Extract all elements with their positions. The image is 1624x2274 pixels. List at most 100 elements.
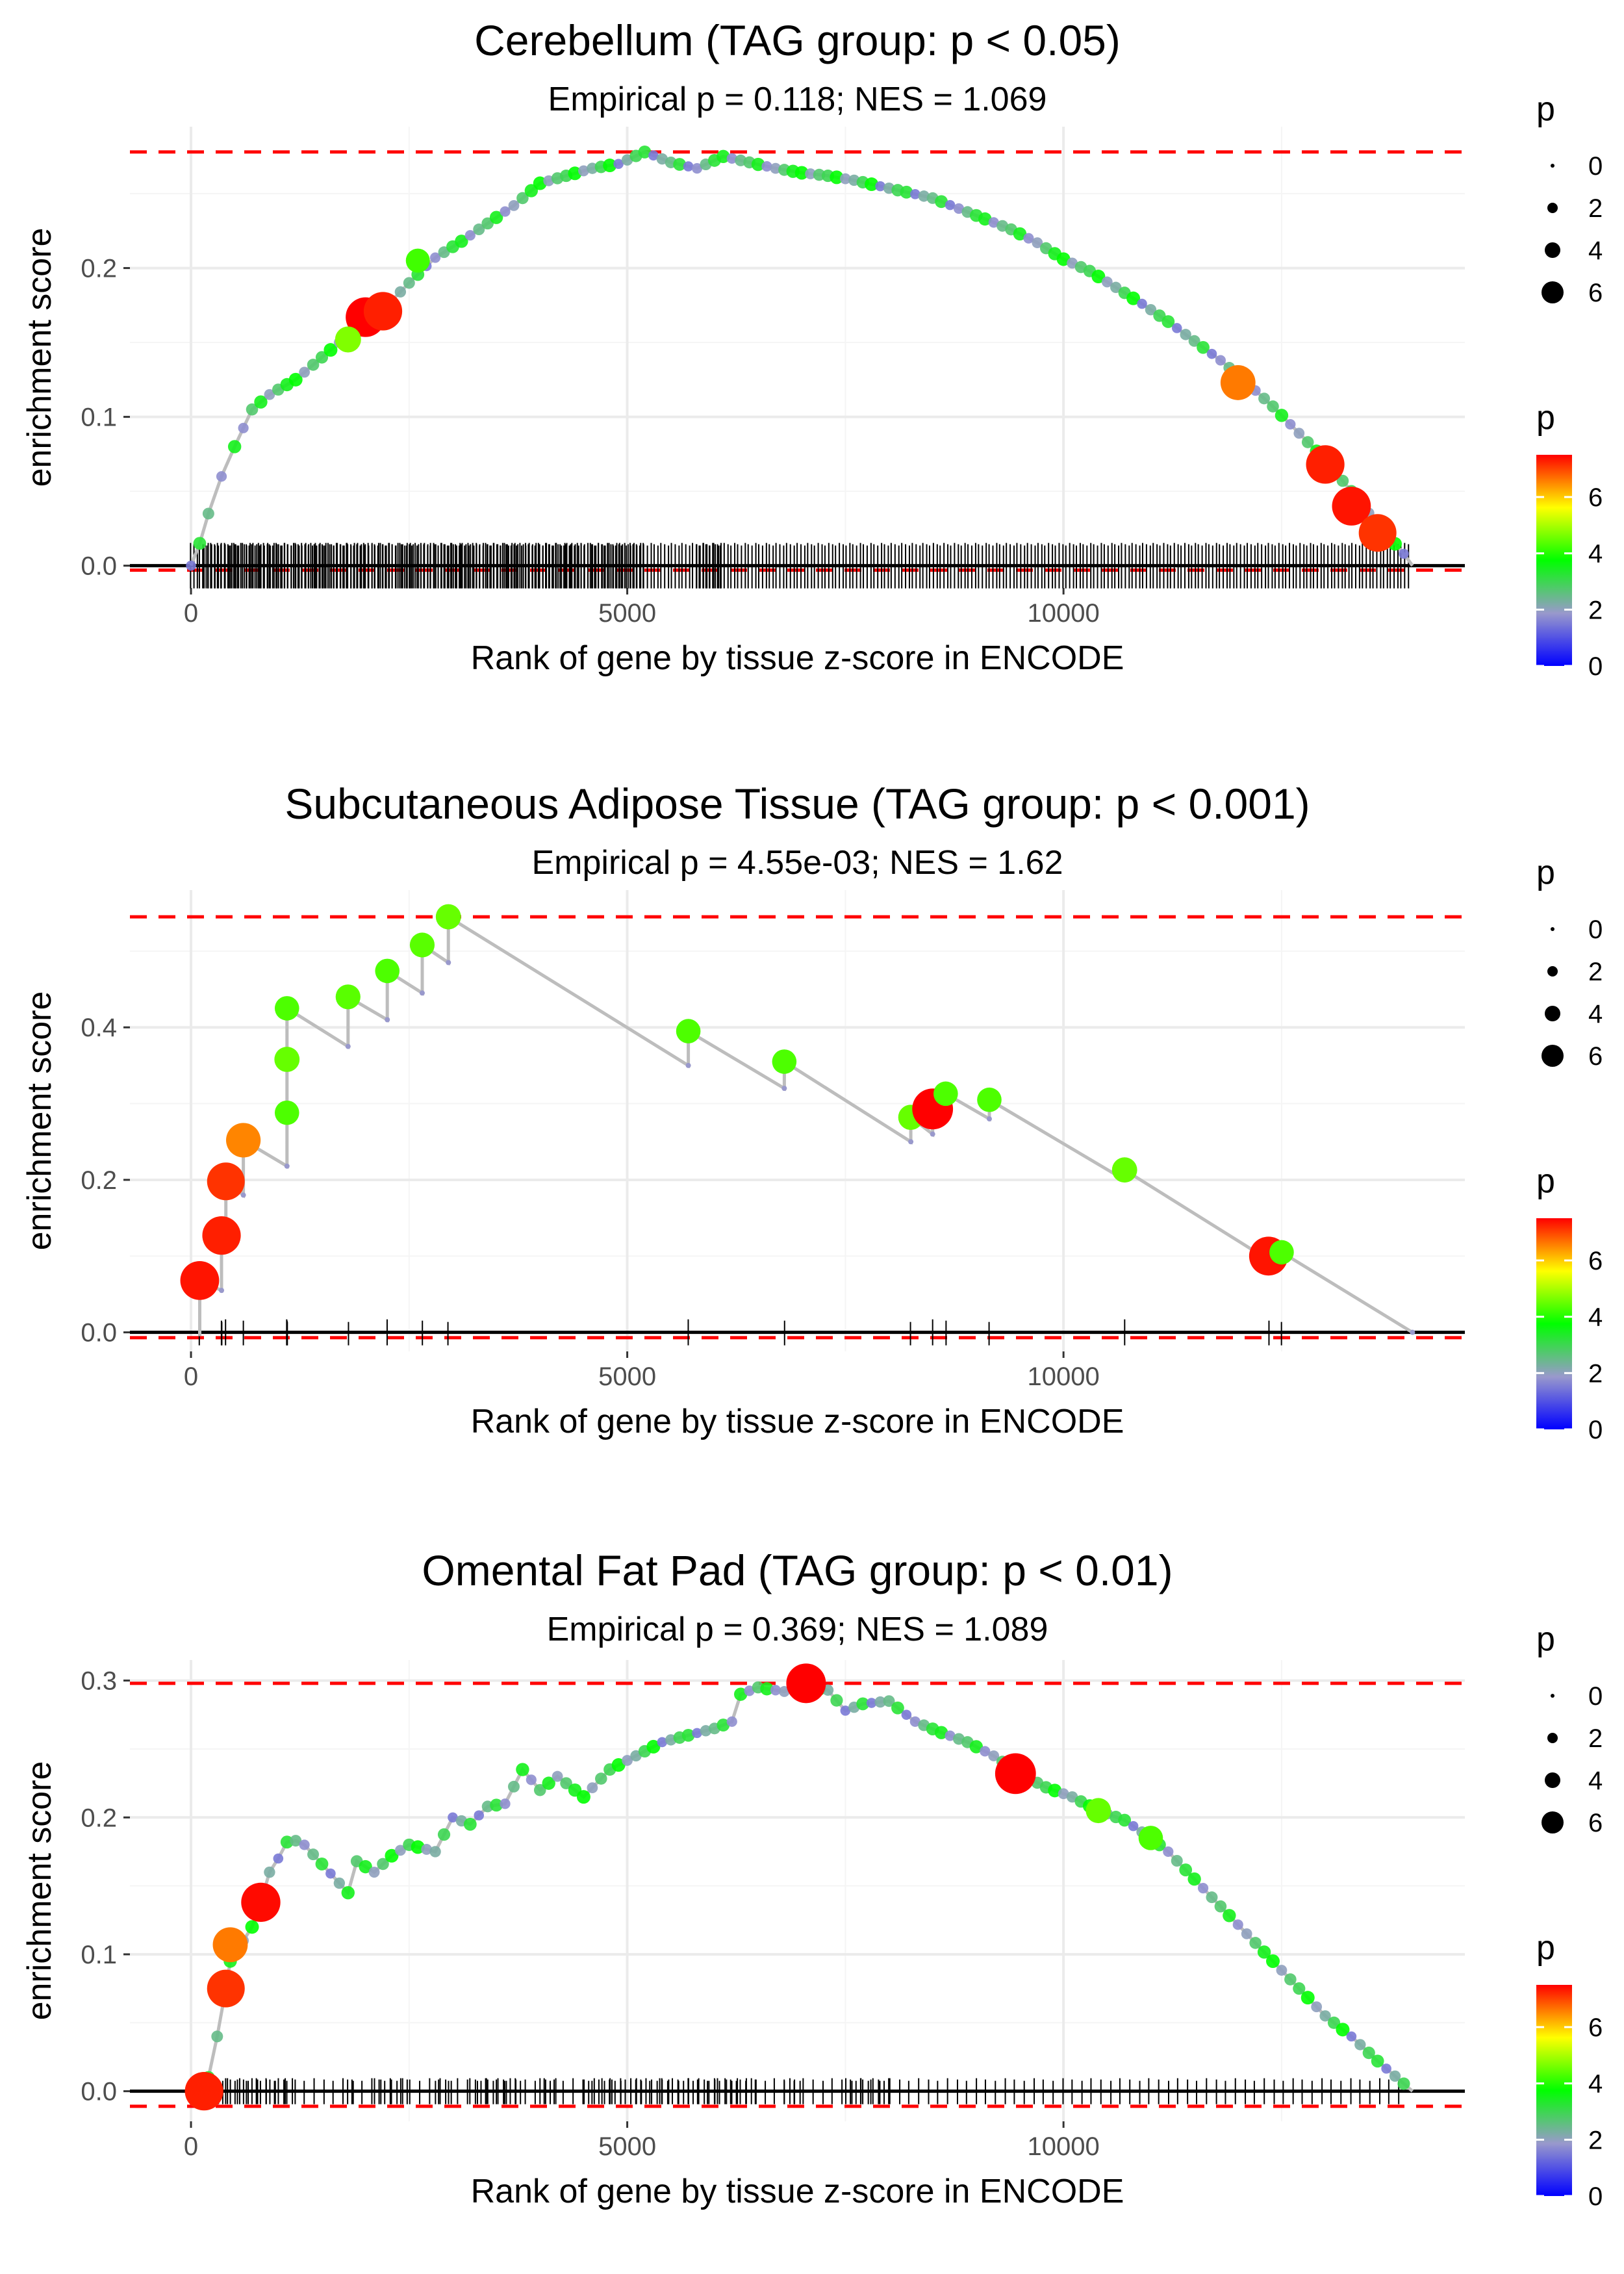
size-legend-label: 0 <box>1588 1682 1603 1711</box>
score-point <box>1301 436 1314 448</box>
score-point <box>1266 1954 1280 1969</box>
score-point <box>918 190 930 202</box>
score-point <box>1206 348 1217 359</box>
size-legend-key <box>1545 242 1560 258</box>
score-point <box>429 252 441 263</box>
x-axis-title: Rank of gene by tissue z-score in ENCODE <box>471 639 1124 677</box>
score-point <box>273 1853 284 1864</box>
size-legend: p 0 2 4 6 <box>1536 854 1603 1071</box>
score-point <box>874 1696 886 1708</box>
score-point <box>284 1163 290 1169</box>
score-point <box>490 1798 503 1812</box>
highlight-point <box>274 1100 299 1125</box>
size-legend-title: p <box>1536 90 1555 128</box>
highlight-points <box>184 1663 1163 2111</box>
score-point <box>489 211 503 224</box>
score-point <box>1389 2070 1401 2082</box>
score-point <box>751 157 765 172</box>
score-point <box>1215 355 1226 366</box>
score-point <box>781 1086 787 1092</box>
x-tick-label: 5000 <box>598 1362 656 1391</box>
score-point <box>840 1706 851 1716</box>
score-point <box>264 1866 275 1878</box>
color-legend: p 6 4 2 0 <box>1536 1162 1603 1444</box>
y-tick-label: 0.0 <box>81 552 117 581</box>
score-point <box>945 199 956 211</box>
score-point <box>1161 315 1175 328</box>
color-bar <box>1536 455 1572 666</box>
score-point <box>1126 291 1141 305</box>
score-point <box>1249 1937 1262 1949</box>
score-point <box>934 1726 948 1739</box>
score-point <box>1188 335 1200 347</box>
size-legend-label: 4 <box>1588 236 1603 265</box>
score-point <box>900 185 913 199</box>
score-point <box>240 1192 246 1198</box>
size-legend-key <box>1545 1772 1560 1788</box>
score-point <box>473 224 485 236</box>
score-point <box>1241 1928 1252 1939</box>
score-point <box>909 1716 920 1727</box>
score-point <box>622 1755 633 1766</box>
color-legend-label: 4 <box>1588 2070 1603 2099</box>
color-legend-label: 6 <box>1588 2013 1603 2042</box>
size-legend-key <box>1551 164 1554 168</box>
highlight-point <box>212 1927 248 1963</box>
score-point <box>646 1739 661 1754</box>
highlight-point <box>226 1123 261 1158</box>
score-point <box>526 1774 537 1785</box>
color-legend-label: 0 <box>1588 652 1603 681</box>
score-point <box>1381 2063 1391 2074</box>
score-point <box>254 395 268 409</box>
highlight-point <box>241 1882 281 1923</box>
score-point <box>1319 2010 1331 2022</box>
score-point <box>875 181 885 192</box>
size-legend-key <box>1551 927 1554 931</box>
score-point <box>394 1845 406 1856</box>
score-point <box>726 1716 737 1727</box>
score-point <box>1145 304 1157 316</box>
score-point <box>385 1848 399 1863</box>
score-point <box>1362 2047 1375 2060</box>
color-legend-label: 2 <box>1588 596 1603 624</box>
score-point <box>1171 323 1182 333</box>
score-point <box>1336 474 1349 487</box>
y-tick-label: 0.0 <box>81 1319 117 1348</box>
color-legend-label: 0 <box>1588 1416 1603 1444</box>
score-point <box>315 1858 329 1871</box>
score-point <box>508 199 520 211</box>
score-point <box>299 366 311 378</box>
score-point <box>359 1859 372 1874</box>
score-point <box>238 422 249 433</box>
score-point <box>202 507 214 520</box>
color-legend-label: 6 <box>1588 483 1603 512</box>
highlight-point <box>933 1081 958 1106</box>
score-point <box>830 1694 843 1707</box>
score-point <box>648 150 659 161</box>
highlight-point <box>375 958 400 984</box>
highlight-point <box>184 2072 223 2111</box>
size-legend-title: p <box>1536 854 1555 891</box>
size-legend-key <box>1542 1811 1564 1833</box>
highlight-point <box>202 1216 241 1255</box>
score-point <box>945 1730 956 1741</box>
highlight-point <box>1085 1798 1111 1824</box>
score-point <box>986 1116 992 1122</box>
score-point <box>533 1783 546 1796</box>
score-point <box>1223 1909 1236 1923</box>
highlight-point <box>786 1663 826 1704</box>
score-point <box>594 1772 607 1785</box>
score-point <box>1180 329 1191 340</box>
x-tick-label: 10000 <box>1028 1362 1100 1391</box>
highlight-point <box>335 984 361 1010</box>
size-legend-key <box>1542 281 1564 303</box>
color-legend-label: 2 <box>1588 2126 1603 2154</box>
score-point <box>1354 2039 1366 2050</box>
score-point <box>733 1687 748 1701</box>
score-point <box>245 1920 259 1934</box>
highlight-points <box>335 248 1397 552</box>
running-score-line <box>198 1681 1414 2093</box>
score-point <box>901 1709 912 1720</box>
score-point <box>560 1777 572 1789</box>
